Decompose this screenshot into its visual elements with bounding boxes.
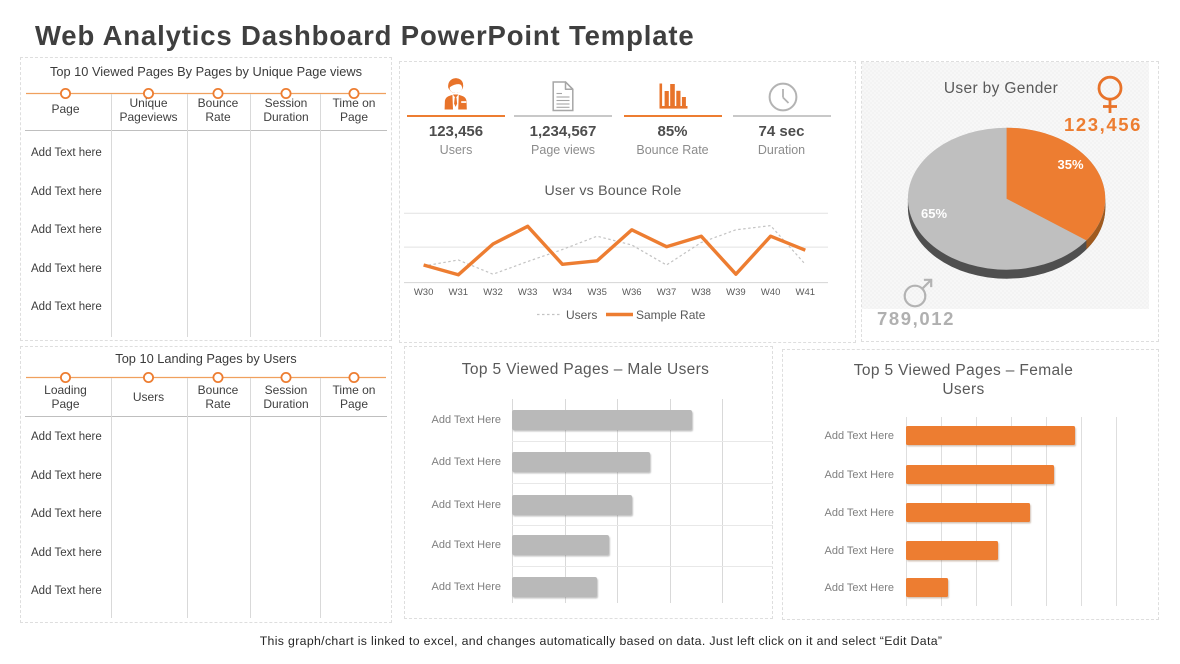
svg-text:W38: W38 — [691, 287, 711, 298]
svg-text:W37: W37 — [657, 287, 677, 298]
svg-text:W39: W39 — [726, 287, 746, 298]
svg-text:W30: W30 — [414, 287, 434, 298]
svg-text:W35: W35 — [587, 287, 607, 298]
svg-text:Sample Rate: Sample Rate — [636, 308, 706, 322]
svg-text:W36: W36 — [622, 287, 642, 298]
svg-text:W32: W32 — [483, 287, 503, 298]
svg-text:W41: W41 — [796, 287, 816, 298]
svg-text:W40: W40 — [761, 287, 781, 298]
svg-text:W33: W33 — [518, 287, 538, 298]
svg-text:35%: 35% — [1058, 157, 1084, 172]
svg-text:Users: Users — [566, 308, 597, 322]
svg-text:W34: W34 — [553, 287, 573, 298]
svg-text:65%: 65% — [921, 206, 947, 221]
svg-text:W31: W31 — [449, 287, 469, 298]
